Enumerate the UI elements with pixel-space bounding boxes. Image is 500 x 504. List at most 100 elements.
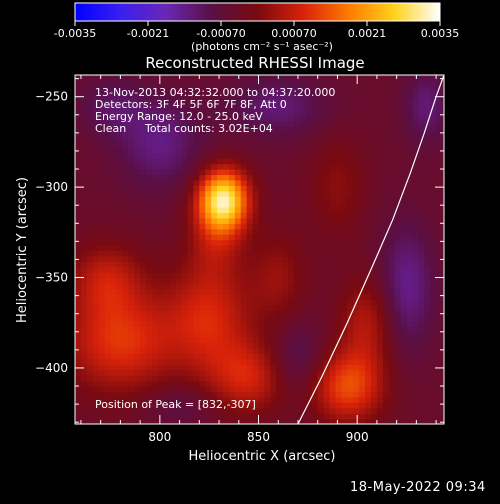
heatmap-cell xyxy=(436,234,443,241)
heatmap-cell xyxy=(430,174,437,181)
heatmap-cell xyxy=(151,131,159,138)
heatmap-cell xyxy=(400,179,408,186)
heatmap-cell xyxy=(359,125,366,132)
heatmap-cell xyxy=(110,75,118,78)
heatmap-cell xyxy=(80,358,88,365)
heatmap-cell xyxy=(193,261,200,268)
heatmap-cell xyxy=(122,320,129,327)
heatmap-cell xyxy=(169,239,177,246)
heatmap-cell xyxy=(341,282,348,289)
heatmap-cell xyxy=(116,310,123,317)
heatmap-cell xyxy=(370,342,378,349)
heatmap-cell xyxy=(75,293,82,300)
heatmap-cell xyxy=(418,228,425,235)
heatmap-cell xyxy=(400,310,408,317)
heatmap-cell xyxy=(376,391,384,398)
heatmap-cell xyxy=(92,342,100,349)
heatmap-cell xyxy=(305,391,313,398)
heatmap-cell xyxy=(436,75,443,78)
heatmap-cell xyxy=(311,98,319,105)
heatmap-cell xyxy=(347,250,354,257)
heatmap-cell xyxy=(122,201,129,208)
heatmap-cell xyxy=(128,75,135,78)
heatmap-cell xyxy=(92,282,100,289)
heatmap-cell xyxy=(104,244,112,252)
heatmap-cell xyxy=(75,266,82,273)
heatmap-cell xyxy=(122,358,129,365)
heatmap-cell xyxy=(222,239,230,246)
heatmap-cell xyxy=(276,158,283,165)
heatmap-cell xyxy=(394,364,402,371)
heatmap-cell xyxy=(140,418,147,424)
heatmap-cell xyxy=(424,131,431,138)
heatmap-cell xyxy=(276,109,283,116)
heatmap-cell xyxy=(305,315,313,322)
heatmap-cell xyxy=(205,375,212,382)
heatmap-cell xyxy=(276,223,283,230)
heatmap-cell xyxy=(264,369,271,376)
heatmap-cell xyxy=(282,120,289,127)
heatmap-cell xyxy=(80,337,88,344)
heatmap-cell xyxy=(370,239,378,246)
heatmap-cell xyxy=(86,364,94,371)
heatmap-cell xyxy=(104,315,112,322)
heatmap-cell xyxy=(98,310,106,317)
heatmap-cell xyxy=(80,136,88,143)
heatmap-cell xyxy=(140,93,147,100)
heatmap-cell xyxy=(98,179,106,186)
heatmap-cell xyxy=(134,277,141,284)
heatmap-cell xyxy=(317,75,325,78)
heatmap-cell xyxy=(234,369,242,376)
heatmap-cell xyxy=(359,402,366,409)
heatmap-cell xyxy=(264,320,271,327)
heatmap-cell xyxy=(116,250,123,257)
heatmap-cell xyxy=(442,250,444,257)
heatmap-cell xyxy=(258,272,266,279)
heatmap-cell xyxy=(294,234,301,241)
heatmap-cell xyxy=(80,331,88,338)
heatmap-cell xyxy=(234,342,242,349)
heatmap-cell xyxy=(294,152,301,159)
heatmap-cell xyxy=(163,369,171,376)
heatmap-cell xyxy=(151,169,159,176)
heatmap-cell xyxy=(157,120,165,127)
heatmap-cell xyxy=(430,261,437,268)
heatmap-cell xyxy=(75,396,82,403)
heatmap-cell xyxy=(181,152,189,159)
heatmap-cell xyxy=(329,310,337,317)
heatmap-cell xyxy=(110,320,118,327)
heatmap-cell xyxy=(104,326,112,333)
heatmap-cell xyxy=(75,109,82,116)
heatmap-cell xyxy=(217,114,224,121)
heatmap-cell xyxy=(430,76,437,83)
heatmap-cell xyxy=(353,190,360,197)
heatmap-cell xyxy=(80,174,88,181)
heatmap-cell xyxy=(347,364,354,371)
heatmap-cell xyxy=(217,326,224,333)
heatmap-cell xyxy=(282,103,289,110)
heatmap-cell xyxy=(116,201,123,208)
heatmap-cell xyxy=(104,418,112,424)
heatmap-cell xyxy=(98,348,106,355)
heatmap-cell xyxy=(175,239,183,246)
heatmap-cell xyxy=(430,125,437,132)
heatmap-cell xyxy=(288,234,295,241)
heatmap-cell xyxy=(246,169,254,176)
heatmap-cell xyxy=(329,266,337,273)
heatmap-cell xyxy=(104,282,112,289)
heatmap-cell xyxy=(430,315,437,322)
heatmap-cell xyxy=(222,380,230,387)
heatmap-cell xyxy=(370,293,378,300)
heatmap-cell xyxy=(140,76,147,83)
heatmap-cell xyxy=(353,418,360,424)
heatmap-cell xyxy=(424,255,431,262)
heatmap-cell xyxy=(169,304,177,311)
heatmap-cell xyxy=(163,158,171,165)
heatmap-cell xyxy=(430,272,437,279)
heatmap-cell xyxy=(252,320,260,327)
heatmap-cell xyxy=(140,310,147,317)
heatmap-cell xyxy=(329,141,337,148)
heatmap-cell xyxy=(252,402,260,409)
heatmap-cell xyxy=(430,304,437,311)
heatmap-cell xyxy=(211,147,218,154)
